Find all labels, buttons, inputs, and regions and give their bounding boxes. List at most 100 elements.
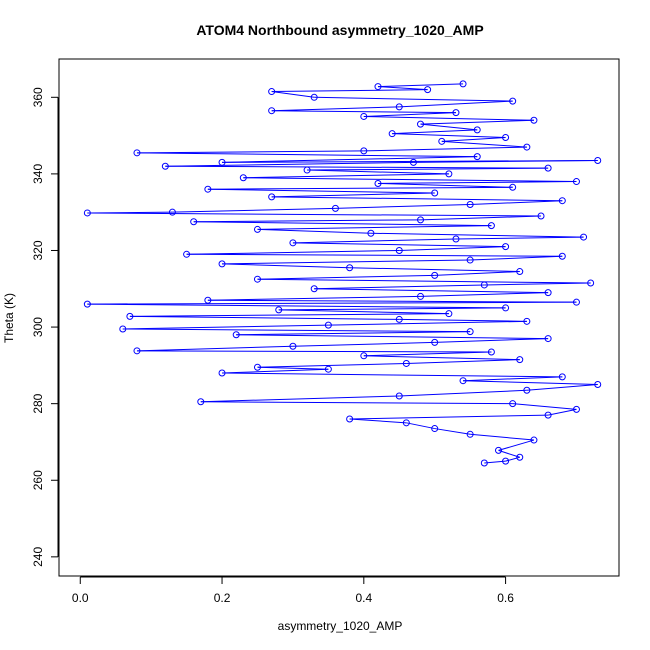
data-point [459, 377, 467, 385]
series-segment [186, 253, 563, 257]
data-point [218, 260, 226, 268]
series-segment [165, 161, 414, 167]
series-segment [328, 320, 527, 326]
series-segment [193, 219, 421, 223]
series-segment [236, 334, 549, 340]
data-point [466, 328, 474, 336]
series-segment [257, 366, 329, 370]
series-segment [257, 274, 435, 280]
data-point [509, 400, 517, 408]
series-segment [434, 271, 520, 276]
data-point [402, 419, 410, 427]
data-point [558, 373, 566, 381]
series-segment [314, 96, 513, 102]
data-point [438, 137, 446, 145]
data-point [544, 335, 552, 343]
series-segment [363, 112, 456, 117]
data-point [516, 356, 524, 364]
data-point [502, 304, 510, 312]
data-point [431, 425, 439, 433]
data-point [204, 296, 212, 304]
series-segment [271, 192, 435, 198]
y-axis-label: Theta (K) [2, 293, 16, 343]
data-point [253, 275, 261, 283]
series-segment [271, 110, 456, 114]
x-axis-label: asymmetry_1020_AMP [278, 619, 403, 633]
series-segment [363, 351, 492, 357]
data-point [218, 369, 226, 377]
series-segment [200, 401, 513, 405]
data-point [523, 386, 531, 394]
series-segment [257, 225, 492, 230]
series-segment [363, 115, 534, 121]
data-point [487, 222, 495, 230]
data-point [331, 204, 339, 212]
data-point [310, 285, 318, 293]
chart-title: ATOM4 Northbound asymmetry_1020_AMP [196, 22, 483, 38]
data-point [509, 183, 517, 191]
series-segment [292, 238, 456, 244]
data-point [523, 317, 531, 325]
series-segment [512, 403, 577, 410]
series-segment [505, 456, 520, 462]
series-segment [470, 200, 563, 206]
series-segment [307, 167, 549, 171]
series-segment [136, 152, 478, 158]
data-point [197, 398, 205, 406]
series-segment [193, 221, 492, 227]
y-tick-label: 240 [31, 547, 45, 567]
data-point [402, 359, 410, 367]
series-segment [129, 313, 449, 317]
series-segment [377, 83, 464, 88]
data-point [544, 411, 552, 419]
data-point [572, 298, 580, 306]
data-point [253, 225, 261, 233]
series-segment [434, 338, 549, 343]
data-point [530, 436, 538, 444]
series-segment [87, 301, 577, 305]
y-tick-label: 280 [31, 393, 45, 413]
data-point [324, 365, 332, 373]
series-segment [441, 137, 506, 142]
data-point [83, 300, 91, 308]
data-point [494, 446, 502, 454]
series-segment [222, 156, 478, 163]
series-segment [548, 408, 577, 416]
data-point [367, 229, 375, 237]
data-point [374, 179, 382, 187]
series-segment [292, 242, 506, 248]
data-point [431, 189, 439, 197]
data-point [83, 209, 91, 217]
data-point [253, 363, 261, 371]
data-point [360, 147, 368, 155]
series-segment [307, 169, 449, 175]
series-segment [470, 255, 563, 261]
data-point [310, 93, 318, 101]
series-segment [498, 449, 520, 458]
y-tick-label: 360 [31, 87, 45, 107]
x-tick-label: 0.0 [72, 591, 89, 605]
data-point [523, 143, 531, 151]
x-tick-label: 0.4 [355, 591, 372, 605]
data-point [268, 107, 276, 115]
data-point [459, 80, 467, 88]
data-point [558, 252, 566, 260]
data-point [395, 246, 403, 254]
y-tick-label: 300 [31, 317, 45, 337]
series-segment [87, 212, 542, 217]
series-segment [420, 292, 549, 297]
y-axis: 240 260 280 300 320 340 360 [31, 87, 59, 567]
series-segment [399, 100, 513, 108]
data-point [133, 149, 141, 157]
series-segment [207, 295, 421, 301]
data-point [168, 208, 176, 216]
series-segment [257, 362, 407, 368]
data-point [395, 103, 403, 111]
data-point [374, 83, 382, 91]
plot-frame [58, 58, 620, 577]
data-point [580, 233, 588, 241]
series-segment [136, 350, 492, 353]
series-segment [314, 288, 549, 294]
x-axis: 0.0 0.2 0.4 0.6 [72, 576, 514, 605]
data-point [417, 216, 425, 224]
